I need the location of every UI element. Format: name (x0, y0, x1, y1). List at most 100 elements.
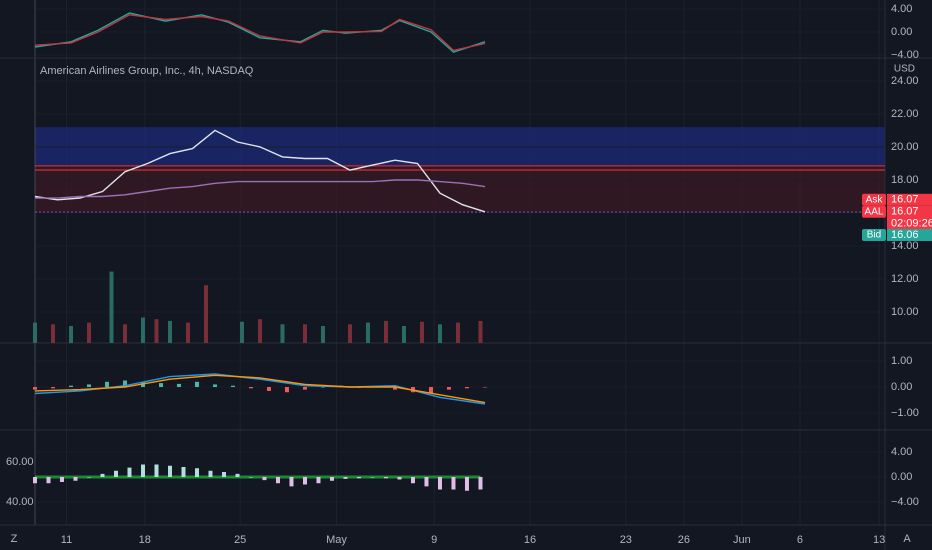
volume-bar (239, 321, 244, 343)
histogram-bar (464, 477, 469, 491)
volume-bar (68, 326, 73, 343)
x-tick-label: 16 (524, 534, 536, 546)
countdown: 02:09:26 (891, 218, 932, 230)
chart-title: American Airlines Group, Inc., 4h, NASDA… (40, 65, 254, 77)
price-tag (862, 228, 886, 241)
x-tick-label: 25 (234, 534, 246, 546)
volume-bar (203, 285, 208, 343)
volume-bar (365, 322, 370, 343)
price-tag (862, 205, 886, 218)
histogram-bar (316, 477, 321, 484)
y-tick-label: 4.00 (891, 3, 912, 15)
volume-bar (86, 322, 91, 343)
price-box (887, 205, 932, 230)
backdrop (35, 0, 885, 525)
histogram-bar (446, 387, 451, 390)
y-tick-label: 22.00 (891, 108, 919, 120)
histogram-bar (212, 384, 217, 388)
volume-bar (478, 320, 483, 343)
y-tick-label: 0.00 (891, 471, 912, 483)
histogram-bar (464, 387, 469, 389)
x-tick-label: 18 (139, 534, 151, 546)
histogram-bar (392, 387, 397, 390)
price-tag (862, 193, 886, 206)
series-line (34, 14, 486, 52)
scale-icon[interactable]: Z (11, 533, 18, 545)
histogram-bar (289, 477, 294, 487)
x-tick-label: Jun (733, 534, 751, 546)
y2-tick-label: 40.00 (6, 496, 34, 508)
histogram-bar (167, 465, 172, 477)
y-tick-label: 18.00 (891, 174, 919, 186)
volume-bar (302, 324, 307, 343)
volume-bar (167, 320, 172, 343)
volume-bar (257, 319, 262, 343)
volume-bar (154, 319, 159, 343)
volume-bar (109, 271, 114, 343)
histogram-bar (428, 387, 433, 394)
x-tick-label: 11 (61, 534, 72, 546)
histogram-bar (230, 385, 235, 388)
y-tick-label: 1.00 (891, 355, 912, 367)
histogram-bar (104, 381, 109, 388)
histogram-bar (437, 477, 442, 490)
auto-scale[interactable]: A (903, 533, 911, 545)
y-tick-label: 12.00 (891, 273, 919, 285)
histogram-bar (208, 470, 213, 477)
price-tag-name: Bid (867, 230, 881, 241)
y-tick-label: 24.00 (891, 75, 919, 87)
x-tick-label: 26 (678, 534, 690, 546)
histogram-bar (482, 387, 487, 388)
volume-bar (437, 324, 442, 343)
volume-bar (401, 326, 406, 343)
histogram-bar (176, 383, 181, 388)
histogram-bar (284, 387, 289, 393)
series-line (34, 374, 486, 404)
histogram-bar (383, 477, 388, 479)
histogram-bar (73, 477, 78, 481)
series-line (35, 179, 486, 199)
y-tick-label: −4.00 (891, 49, 919, 61)
histogram-bar (451, 477, 456, 490)
price-value: 16.06 (891, 229, 919, 241)
y-tick-label: 4.00 (891, 446, 912, 458)
volume-bar (185, 322, 190, 343)
histogram-bar (320, 387, 325, 388)
y-tick-label: −4.00 (891, 496, 919, 508)
volume-bar (280, 324, 285, 343)
histogram-bar (194, 468, 199, 477)
histogram-bar (302, 477, 307, 485)
histogram-bar (343, 477, 348, 479)
histogram-bar (33, 477, 37, 484)
histogram-bar (46, 477, 51, 484)
histogram-bar (370, 477, 375, 478)
histogram-bar (275, 477, 280, 484)
volume-bar (140, 317, 145, 343)
histogram-bar (59, 477, 64, 482)
histogram-bar (113, 470, 118, 477)
histogram-bar (397, 477, 402, 480)
volume-bar (50, 324, 55, 343)
y-tick-label: 10.00 (891, 306, 919, 318)
histogram-bar (194, 381, 199, 388)
currency: USD (894, 64, 915, 75)
histogram-bar (302, 387, 307, 390)
y-tick-label: 0.00 (891, 26, 912, 38)
y-tick-label: 20.00 (891, 141, 919, 153)
x-tick-label: May (326, 534, 347, 546)
price-tag-name: Ask (866, 194, 884, 205)
histogram-bar (424, 477, 429, 487)
x-tick-label: 6 (797, 534, 803, 546)
histogram-bar (248, 477, 253, 478)
histogram-bar (329, 477, 334, 481)
histogram-bar (122, 380, 127, 388)
price-value: 16.07 (891, 194, 919, 206)
volume-bar (455, 322, 460, 343)
volume-bar (122, 324, 127, 343)
histogram-bar (248, 387, 253, 389)
volume-bar (320, 326, 325, 343)
histogram-bar (266, 387, 271, 391)
